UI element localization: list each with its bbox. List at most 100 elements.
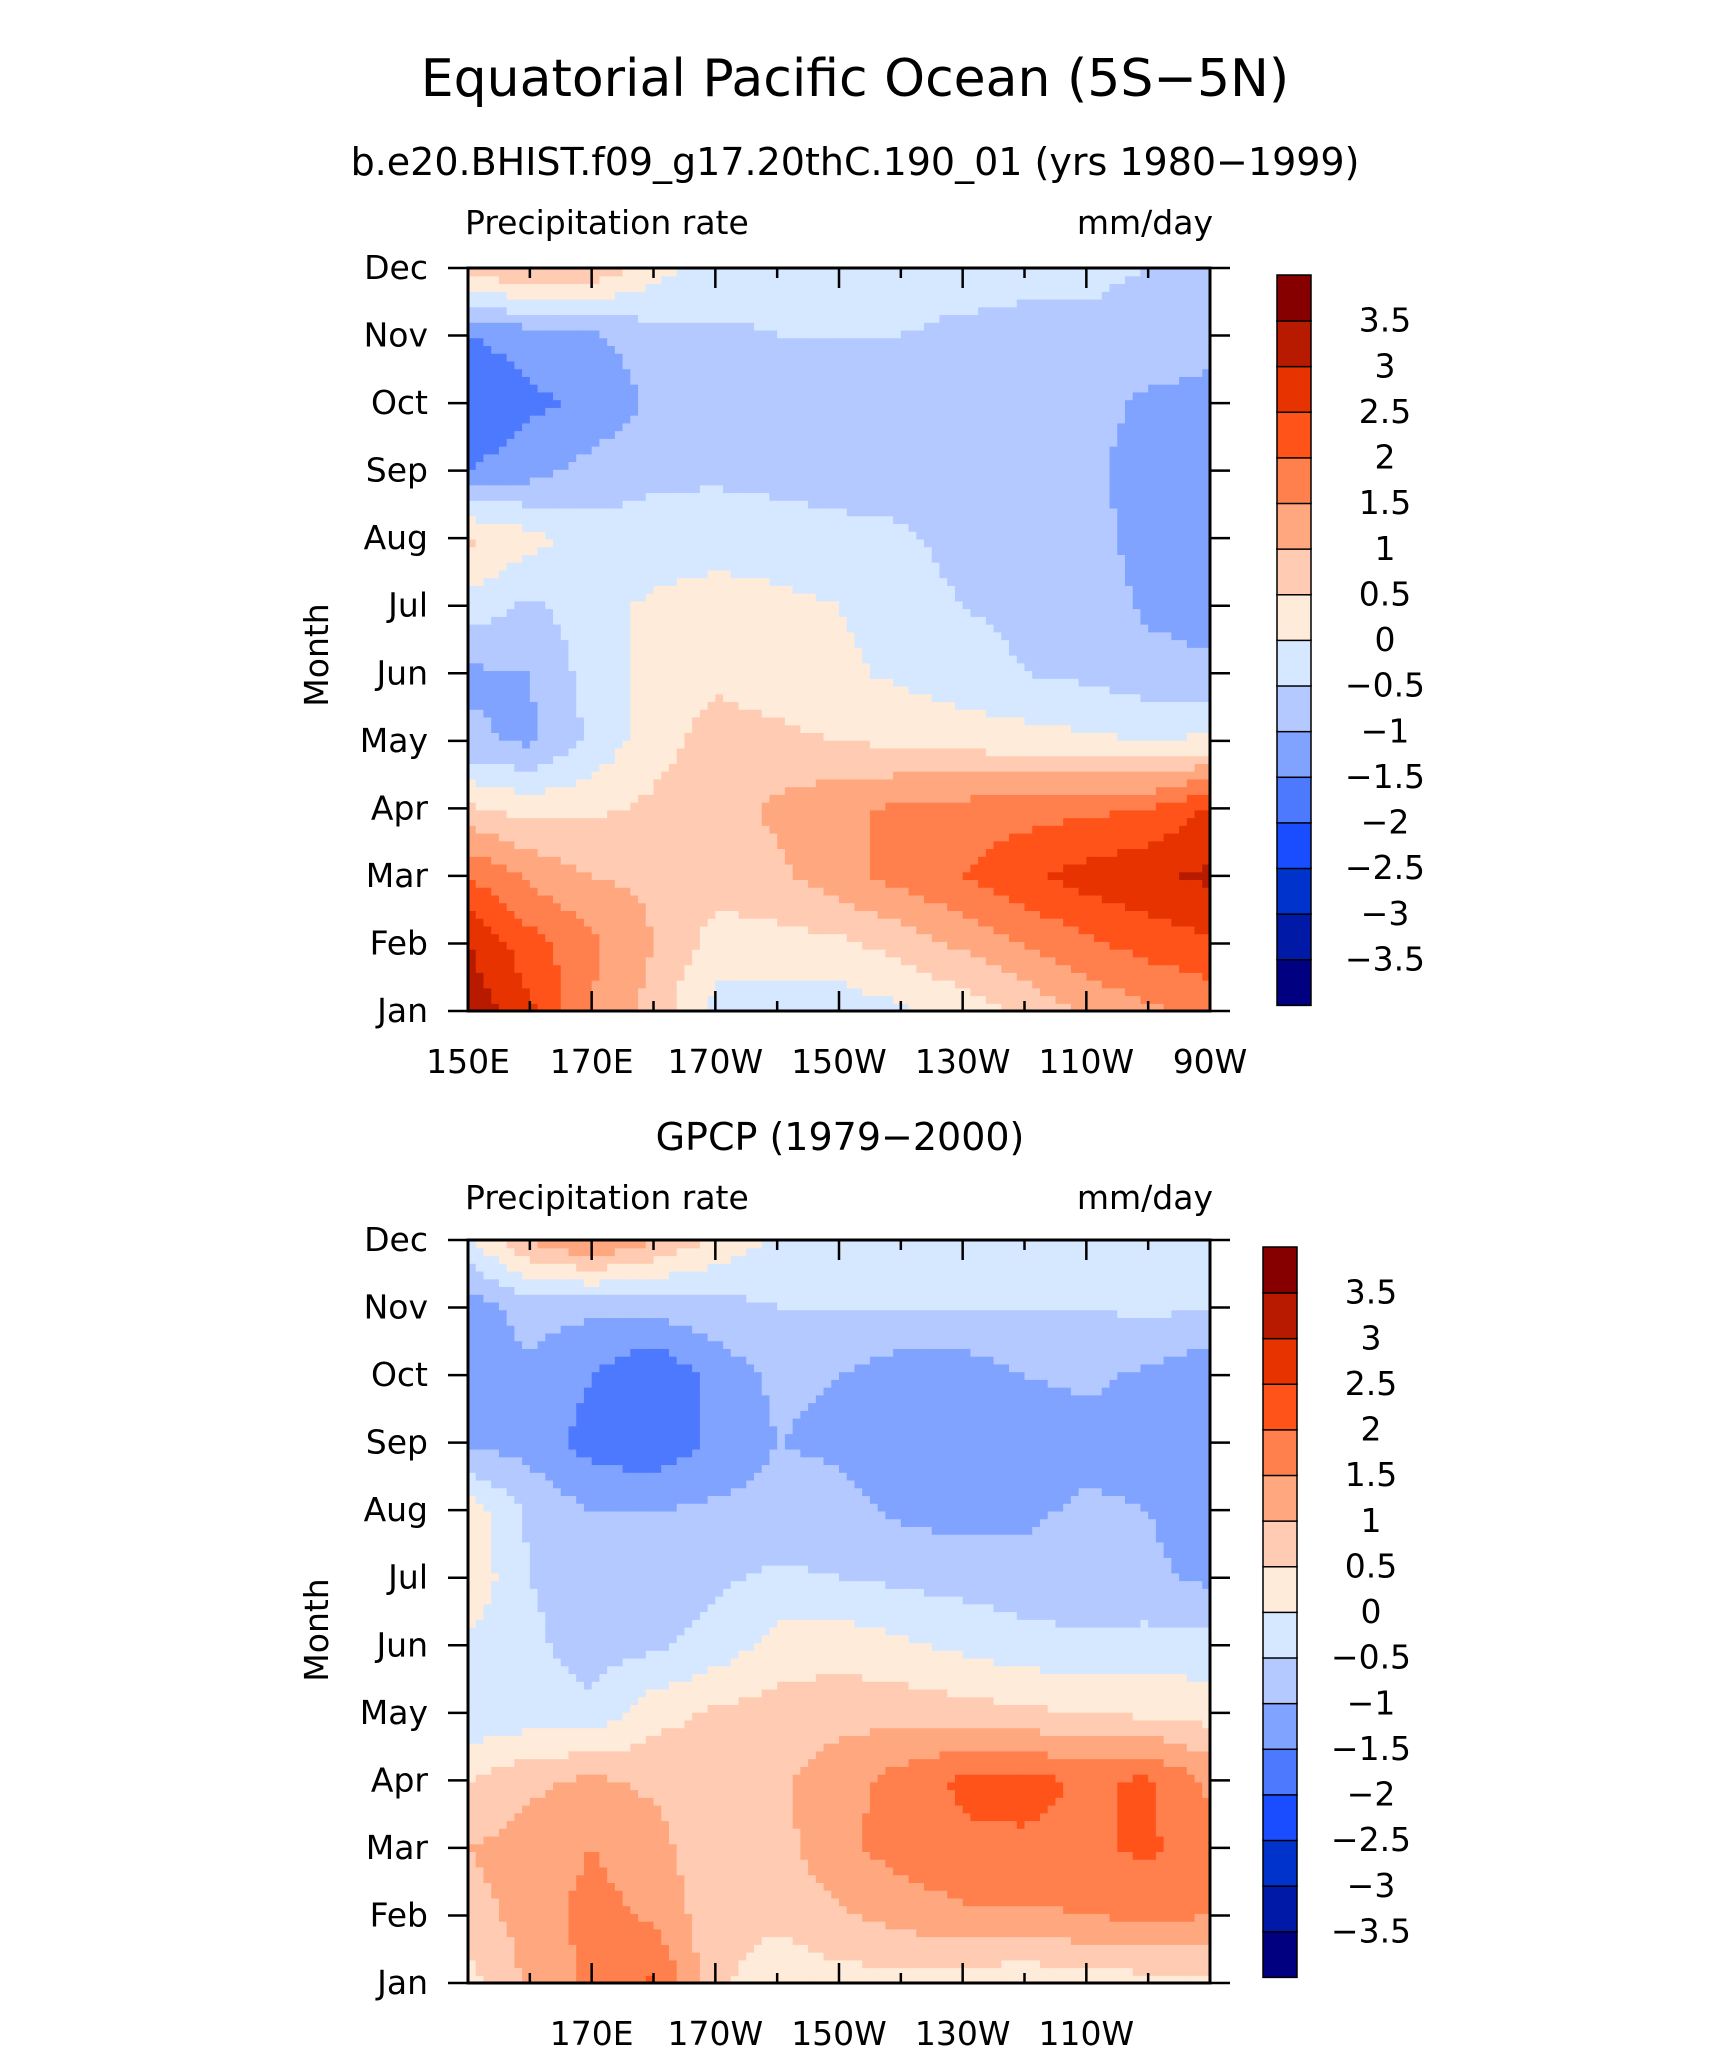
heatmap-cell [978,856,986,864]
heatmap-cell [1164,632,1172,640]
heatmap-cell [561,670,569,678]
heatmap-cell [514,887,522,895]
heatmap-cell [700,655,708,663]
heatmap-cell [862,934,870,942]
heatmap-cell [1001,965,1009,973]
heatmap-cell [483,709,491,717]
heatmap-cell [1125,996,1133,1004]
heatmap-cell [476,818,484,826]
heatmap-cell [909,709,917,717]
heatmap-cell [584,941,592,949]
heatmap-cell [1117,910,1125,918]
heatmap-cell [808,879,816,887]
heatmap-cell [793,965,801,973]
heatmap-cell [530,632,538,640]
heatmap-cell [1009,663,1017,671]
heatmap-cell [955,732,963,740]
heatmap-cell [909,740,917,748]
heatmap-cell [1140,879,1148,887]
heatmap-cell [800,609,808,617]
heatmap-cell [854,856,862,864]
heatmap-cell [893,756,901,764]
heatmap-cell [916,624,924,632]
heatmap-cell [800,825,808,833]
heatmap-cell [994,663,1002,671]
heatmap-cell [530,670,538,678]
heatmap-cell [909,701,917,709]
heatmap-cell [700,663,708,671]
heatmap-cell [1055,787,1063,795]
heatmap-cell [700,779,708,787]
heatmap-cell [1079,717,1087,725]
heatmap-cell [514,825,522,833]
heatmap-cell [754,848,762,856]
heatmap-cell [1063,864,1071,872]
heatmap-cell [692,887,700,895]
heatmap-cell [677,686,685,694]
heatmap-cell [808,941,816,949]
heatmap-cell [1009,980,1017,988]
heatmap-cell [986,647,994,655]
heatmap-cell [1171,965,1179,973]
heatmap-cell [723,725,731,733]
heatmap-cell [507,694,515,702]
heatmap-cell [901,957,909,965]
heatmap-cell [708,678,716,686]
heatmap-cell [1187,732,1195,740]
heatmap-cell [1048,686,1056,694]
heatmap-cell [545,856,553,864]
heatmap-cell [1125,779,1133,787]
heatmap-cell [576,647,584,655]
heatmap-cell [739,709,747,717]
heatmap-cell [584,787,592,795]
heatmap-cell [522,787,530,795]
heatmap-cell [669,872,677,880]
heatmap-cell [568,818,576,826]
heatmap-cell [1110,624,1118,632]
y-axis-label: Month [297,603,336,706]
heatmap-cell [1156,810,1164,818]
heatmap-cell [1017,732,1025,740]
heatmap-cell [700,748,708,756]
heatmap-cell [893,771,901,779]
heatmap-cell [476,980,484,988]
heatmap-cell [1086,957,1094,965]
heatmap-cell [568,756,576,764]
heatmap-cell [1025,965,1033,973]
heatmap-cell [1125,787,1133,795]
heatmap-cell [1156,918,1164,926]
heatmap-cell [1001,655,1009,663]
heatmap-cell [878,640,886,648]
heatmap-cell [839,864,847,872]
heatmap-cell [1086,701,1094,709]
heatmap-cell [924,980,932,988]
heatmap-cell [831,872,839,880]
heatmap-cell [1133,965,1141,973]
heatmap-cell [800,941,808,949]
heatmap-cell [739,609,747,617]
heatmap-cell [538,640,546,648]
heatmap-cell [955,709,963,717]
heatmap-cell [909,787,917,795]
heatmap-cell [909,926,917,934]
heatmap-cell [878,686,886,694]
heatmap-cell [862,640,870,648]
heatmap-cell [599,872,607,880]
heatmap-cell [592,841,600,849]
heatmap-cell [862,802,870,810]
heatmap-cell [847,825,855,833]
heatmap-cell [978,609,986,617]
heatmap-cell [800,686,808,694]
heatmap-cell [878,655,886,663]
heatmap-cell [1025,624,1033,632]
heatmap-cell [1133,763,1141,771]
heatmap-cell [568,655,576,663]
heatmap-cell [831,810,839,818]
heatmap-cell [754,887,762,895]
heatmap-cell [1156,972,1164,980]
heatmap-cell [584,980,592,988]
heatmap-cell [824,748,832,756]
heatmap-cell [947,655,955,663]
heatmap-cell [553,934,561,942]
heatmap-cell [592,647,600,655]
